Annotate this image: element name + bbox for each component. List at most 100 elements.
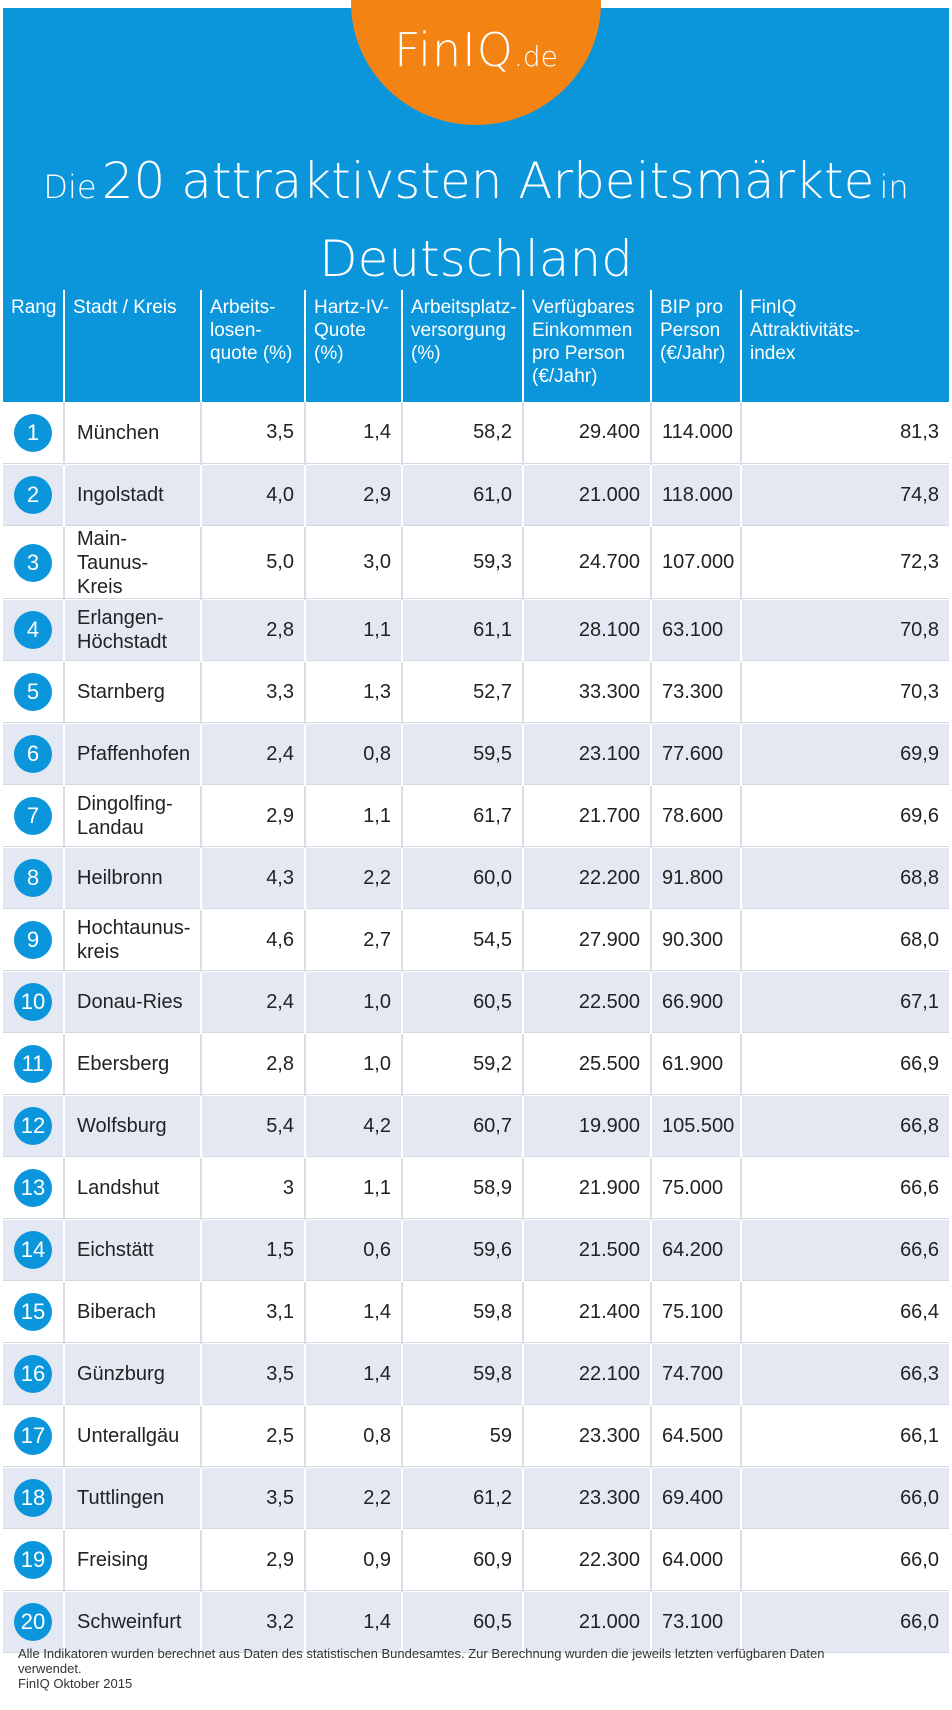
rank-cell: 9 [3, 909, 65, 972]
hartz-iv-rate-cell: 1,0 [305, 971, 403, 1034]
logo-tld: .de [513, 40, 558, 73]
rank-cell: 5 [3, 661, 65, 724]
gdp-per-person-cell: 90.300 [651, 909, 742, 972]
hartz-iv-rate-cell: 1,1 [305, 785, 403, 848]
rank-badge: 15 [14, 1293, 52, 1331]
attractiveness-index-cell: 66,0 [741, 1529, 949, 1592]
rank-badge: 17 [14, 1417, 52, 1455]
rank-cell: 16 [3, 1343, 65, 1406]
rank-cell: 17 [3, 1405, 65, 1468]
city-cell: Starnberg [64, 661, 202, 724]
rank-badge: 12 [14, 1107, 52, 1145]
unemployment-rate-cell: 2,8 [201, 1033, 306, 1096]
job-supply-cell: 61,2 [402, 1467, 524, 1530]
gdp-per-person-cell: 64.200 [651, 1219, 742, 1282]
disposable-income-cell: 27.900 [523, 909, 652, 972]
city-name: Ebersberg [77, 1053, 170, 1075]
attractiveness-index-cell: 66,6 [741, 1157, 949, 1220]
city-cell: Ingolstadt [64, 464, 202, 527]
attractiveness-index-cell: 66,0 [741, 1591, 949, 1654]
header-banner: FinIQ.de Die 20 attraktivsten Arbeitsmär… [0, 0, 952, 290]
gdp-per-person-cell: 63.100 [651, 599, 742, 662]
column-header: BIP pro Person (€/Jahr) [651, 290, 742, 402]
title-prefix: Die [43, 168, 97, 206]
attractiveness-index-cell: 68,0 [741, 909, 949, 972]
city-name: Freising [77, 1549, 149, 1571]
attractiveness-index-cell: 69,9 [741, 723, 949, 786]
table-row: 18 Tuttlingen 3,5 2,2 61,2 23.300 69.400 66,0 [3, 1467, 949, 1530]
job-supply-cell: 60,9 [402, 1529, 524, 1592]
attractiveness-index-cell: 66,0 [741, 1467, 949, 1530]
job-supply-cell: 61,7 [402, 785, 524, 848]
city-cell: Eichstätt [64, 1219, 202, 1282]
column-header-line: Person [660, 320, 721, 341]
attractiveness-index-cell: 66,1 [741, 1405, 949, 1468]
gdp-per-person-cell: 77.600 [651, 723, 742, 786]
city-cell: Donau-Ries [64, 971, 202, 1034]
job-supply-cell: 61,1 [402, 599, 524, 662]
logo-brand: FinIQ [394, 23, 514, 77]
gdp-per-person-cell: 64.500 [651, 1405, 742, 1468]
disposable-income-cell: 21.400 [523, 1281, 652, 1344]
rank-badge: 11 [14, 1045, 52, 1083]
table-row: 16 Günzburg 3,5 1,4 59,8 22.100 74.700 66,3 [3, 1343, 949, 1406]
rank-cell: 4 [3, 599, 65, 662]
hartz-iv-rate-cell: 1,0 [305, 1033, 403, 1096]
table-row: 1 München 3,5 1,4 58,2 29.400 114.000 81,3 [3, 402, 949, 465]
gdp-per-person-cell: 118.000 [651, 464, 742, 527]
city-name: Hochtaunus- [77, 917, 191, 939]
column-header-line: Verfügbares [532, 297, 635, 318]
disposable-income-cell: 21.900 [523, 1157, 652, 1220]
footnote-line-1: Alle Indikatoren wurden berechnet aus Da… [18, 1646, 825, 1661]
table-row: 14 Eichstätt 1,5 0,6 59,6 21.500 64.200 66,6 [3, 1219, 949, 1282]
hartz-iv-rate-cell: 3,0 [305, 526, 403, 600]
gdp-per-person-cell: 114.000 [651, 402, 742, 465]
rank-badge: 14 [14, 1231, 52, 1269]
disposable-income-cell: 24.700 [523, 526, 652, 600]
rank-cell: 6 [3, 723, 65, 786]
column-header-line: BIP pro [660, 297, 724, 318]
city-cell: Günzburg [64, 1343, 202, 1406]
gdp-per-person-cell: 91.800 [651, 847, 742, 910]
table-row: 6 Pfaffenhofen 2,4 0,8 59,5 23.100 77.600 69,9 [3, 723, 949, 786]
column-header-line: Arbeitsplatz- [411, 297, 517, 318]
rank-cell: 12 [3, 1095, 65, 1158]
hartz-iv-rate-cell: 2,7 [305, 909, 403, 972]
city-name: München [77, 421, 160, 444]
hartz-iv-rate-cell: 2,9 [305, 464, 403, 527]
rank-badge: 19 [14, 1541, 52, 1579]
title-connector: in [879, 168, 909, 206]
title-line-2: Deutschland [319, 230, 633, 288]
rank-cell: 13 [3, 1157, 65, 1220]
city-name: Schweinfurt [77, 1611, 182, 1633]
hartz-iv-rate-cell: 0,8 [305, 723, 403, 786]
rank-cell: 3 [3, 526, 65, 600]
city-cell: Ebersberg [64, 1033, 202, 1096]
job-supply-cell: 52,7 [402, 661, 524, 724]
table-row: 3 Main- Taunus-Kreis 5,0 3,0 59,3 24.700 107.00… [3, 526, 949, 600]
disposable-income-cell: 22.100 [523, 1343, 652, 1406]
table-row: 17 Unterallgäu 2,5 0,8 59 23.300 64.500 66,1 [3, 1405, 949, 1468]
rank-cell: 19 [3, 1529, 65, 1592]
city-cell: Heilbronn [64, 847, 202, 910]
disposable-income-cell: 21.700 [523, 785, 652, 848]
logo-circle: FinIQ.de [351, 0, 601, 125]
hartz-iv-rate-cell: 1,1 [305, 599, 403, 662]
header-left-edge [0, 0, 3, 290]
hartz-iv-rate-cell: 0,9 [305, 1529, 403, 1592]
column-header-line: Hartz-IV- [314, 297, 389, 318]
disposable-income-cell: 19.900 [523, 1095, 652, 1158]
city-name: Höchstadt [77, 631, 168, 653]
unemployment-rate-cell: 2,9 [201, 1529, 306, 1592]
unemployment-rate-cell: 2,5 [201, 1405, 306, 1468]
attractiveness-index-cell: 81,3 [741, 402, 949, 465]
rank-cell: 15 [3, 1281, 65, 1344]
column-header-line: Einkommen [532, 320, 633, 341]
footnote-source: FinIQ Oktober 2015 [18, 1676, 133, 1691]
column-header-line: quote (%) [210, 343, 293, 364]
job-supply-cell: 59 [402, 1405, 524, 1468]
column-header: FinIQ Attraktivitäts-index [741, 290, 949, 402]
attractiveness-index-cell: 68,8 [741, 847, 949, 910]
attractiveness-index-cell: 66,9 [741, 1033, 949, 1096]
unemployment-rate-cell: 4,6 [201, 909, 306, 972]
